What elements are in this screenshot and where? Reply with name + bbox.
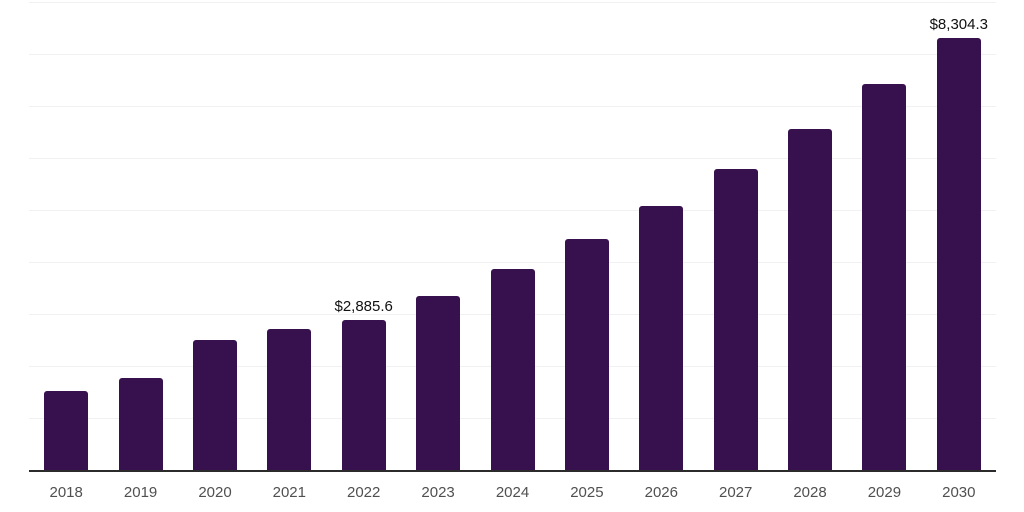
bar-2024 <box>490 269 535 470</box>
gridline-8000 <box>29 54 996 55</box>
gridline-9000 <box>29 2 996 3</box>
bar-2027 <box>713 168 758 470</box>
bar-2025 <box>564 239 609 470</box>
value-label-2022: $2,885.6 <box>334 297 393 315</box>
x-tick-label-2023: 2023 <box>421 484 455 501</box>
gridline-7000 <box>29 106 996 107</box>
bar-2018 <box>44 391 89 470</box>
bar-2023 <box>416 295 461 470</box>
x-tick-label-2025: 2025 <box>570 484 604 501</box>
gridline-4000 <box>29 262 996 263</box>
x-tick-label-2029: 2029 <box>867 484 902 501</box>
bar-2028 <box>788 128 832 470</box>
x-tick-label-2028: 2028 <box>793 484 827 501</box>
x-tick-label-2018: 2018 <box>49 484 83 501</box>
bar-2019 <box>118 378 163 470</box>
bar-2030 <box>936 38 981 470</box>
gridline-5000 <box>29 210 996 211</box>
bar-2022 <box>341 319 386 470</box>
x-tick-label-2026: 2026 <box>644 484 678 501</box>
x-tick-label-2030: 2030 <box>942 484 976 501</box>
x-tick-label-2019: 2019 <box>123 484 158 501</box>
bar-2020 <box>193 340 237 470</box>
x-axis-line <box>29 470 996 472</box>
x-tick-label-2022: 2022 <box>347 484 381 501</box>
x-tick-label-2020: 2020 <box>198 484 232 501</box>
bar-2026 <box>639 206 684 470</box>
x-tick-label-2021: 2021 <box>272 484 306 501</box>
x-tick-label-2024: 2024 <box>495 484 530 501</box>
bar-2021 <box>267 329 312 470</box>
bar-2029 <box>862 84 907 470</box>
x-tick-label-2027: 2027 <box>719 484 753 501</box>
gridline-6000 <box>29 158 996 159</box>
value-label-2030: $8,304.3 <box>929 16 988 34</box>
